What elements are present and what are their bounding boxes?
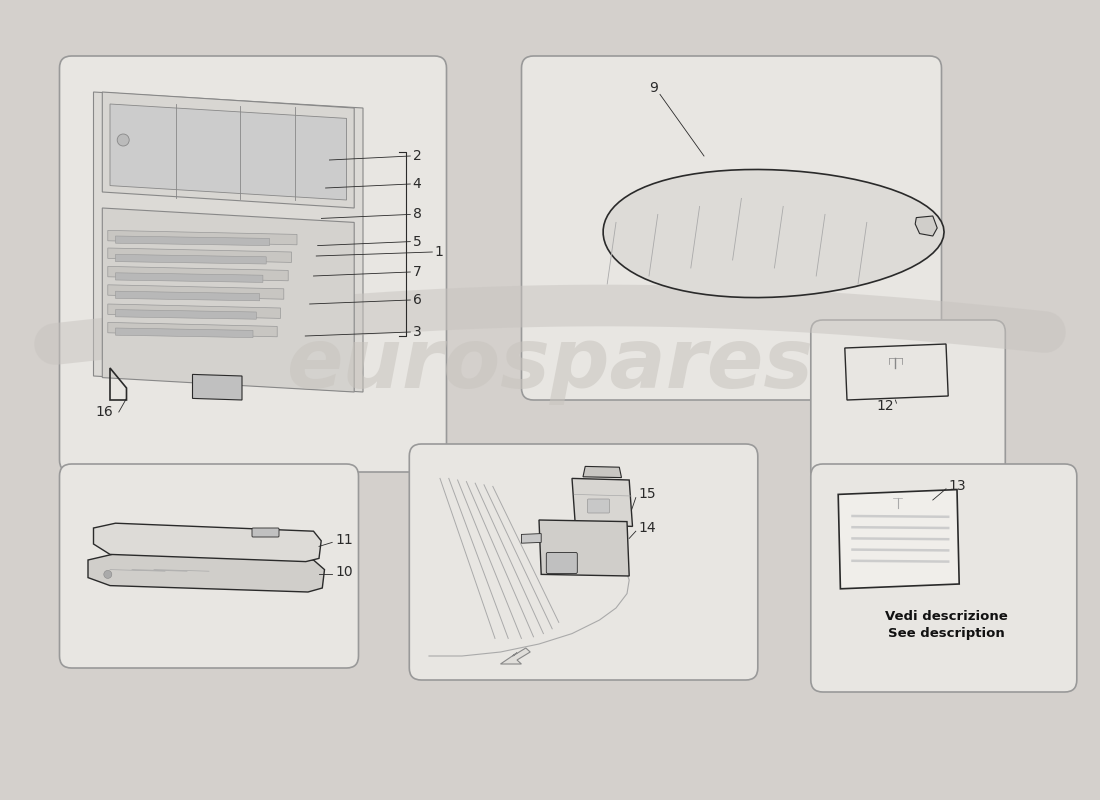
FancyBboxPatch shape xyxy=(252,528,279,537)
Text: 4: 4 xyxy=(412,177,421,191)
Text: 11: 11 xyxy=(336,533,353,547)
Text: 9: 9 xyxy=(649,81,658,95)
Text: 7: 7 xyxy=(412,265,421,279)
FancyBboxPatch shape xyxy=(59,56,447,472)
Text: 2: 2 xyxy=(412,149,421,163)
Polygon shape xyxy=(88,554,324,592)
Polygon shape xyxy=(102,208,354,392)
Text: 16: 16 xyxy=(96,405,113,419)
FancyBboxPatch shape xyxy=(547,553,578,574)
Text: 8: 8 xyxy=(412,207,421,222)
Polygon shape xyxy=(110,104,346,200)
Polygon shape xyxy=(572,478,632,526)
Polygon shape xyxy=(116,254,266,264)
Polygon shape xyxy=(108,304,280,318)
Polygon shape xyxy=(108,248,292,262)
Polygon shape xyxy=(108,322,277,337)
Polygon shape xyxy=(583,466,621,478)
FancyBboxPatch shape xyxy=(409,444,758,680)
FancyBboxPatch shape xyxy=(811,320,1005,484)
FancyBboxPatch shape xyxy=(521,56,942,400)
Polygon shape xyxy=(116,310,256,319)
Polygon shape xyxy=(108,230,297,245)
FancyBboxPatch shape xyxy=(811,464,1077,692)
Text: Vedi descrizione
See description: Vedi descrizione See description xyxy=(884,610,1008,640)
Polygon shape xyxy=(116,328,253,338)
Text: eurospares: eurospares xyxy=(286,323,814,405)
FancyBboxPatch shape xyxy=(587,499,609,513)
Text: 6: 6 xyxy=(412,293,421,307)
Polygon shape xyxy=(539,520,629,576)
Polygon shape xyxy=(500,648,530,664)
Polygon shape xyxy=(102,92,354,208)
Circle shape xyxy=(118,134,129,146)
Circle shape xyxy=(103,570,112,578)
Text: 3: 3 xyxy=(412,325,421,339)
Polygon shape xyxy=(116,273,263,282)
Polygon shape xyxy=(603,170,944,298)
Polygon shape xyxy=(845,344,948,400)
Polygon shape xyxy=(521,534,541,543)
FancyBboxPatch shape xyxy=(59,464,359,668)
Text: 1: 1 xyxy=(434,245,443,259)
Text: 14: 14 xyxy=(638,521,656,535)
Polygon shape xyxy=(94,523,321,562)
Polygon shape xyxy=(116,236,270,246)
Polygon shape xyxy=(192,374,242,400)
Text: 10: 10 xyxy=(336,565,353,579)
Text: 5: 5 xyxy=(412,234,421,249)
Text: 12: 12 xyxy=(877,399,894,414)
Text: 15: 15 xyxy=(638,487,656,502)
Text: 13: 13 xyxy=(948,478,966,493)
Polygon shape xyxy=(108,266,288,281)
Polygon shape xyxy=(94,92,363,392)
Polygon shape xyxy=(108,285,284,299)
Polygon shape xyxy=(838,490,959,589)
Polygon shape xyxy=(116,291,260,301)
Polygon shape xyxy=(915,216,937,236)
